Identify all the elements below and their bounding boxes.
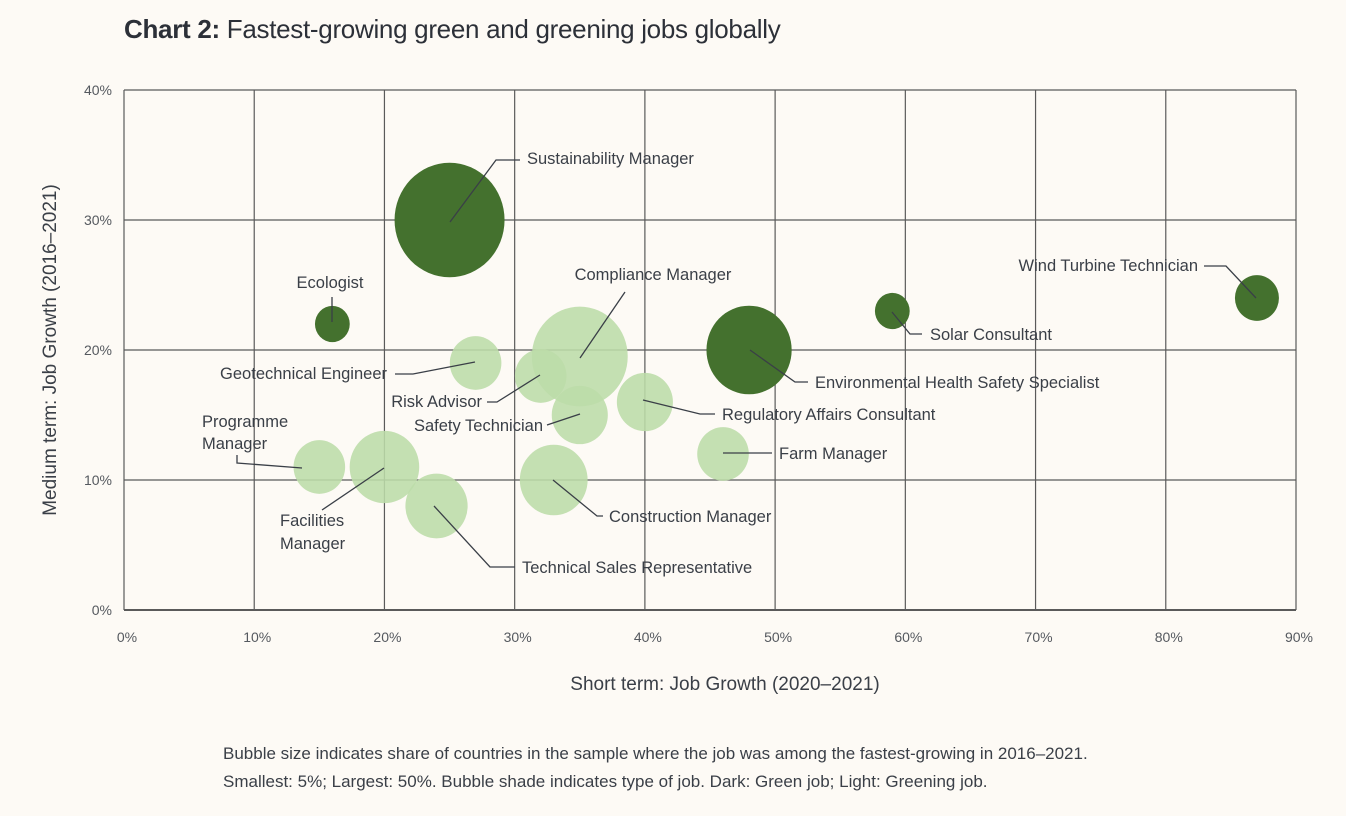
bubble-label: Compliance Manager	[575, 266, 732, 284]
y-tick-label: 20%	[84, 342, 112, 358]
chart-title: Chart 2: Fastest-growing green and green…	[124, 14, 781, 45]
bubble-risk-advisor	[514, 349, 567, 403]
footnote-line: Bubble size indicates share of countries…	[223, 744, 1088, 763]
bubble-label: Manager	[202, 435, 268, 453]
bubble-safety-technician	[551, 385, 608, 445]
x-tick-label: 80%	[1155, 629, 1183, 645]
leader-line	[487, 374, 541, 403]
x-tick-label: 60%	[894, 629, 922, 645]
x-tick-label: 50%	[764, 629, 792, 645]
bubble-label: Farm Manager	[779, 445, 888, 463]
x-tick-label: 10%	[243, 629, 271, 645]
bubble-label: Construction Manager	[609, 508, 772, 526]
bubble-label: Wind Turbine Technician	[1019, 257, 1198, 275]
chart-footnote: Bubble size indicates share of countries…	[223, 740, 1088, 796]
x-tick-label: 90%	[1285, 629, 1313, 645]
leader-line	[552, 479, 603, 517]
y-tick-label: 0%	[92, 602, 112, 618]
bubble-farm-manager	[697, 427, 749, 481]
leader-line	[1204, 265, 1257, 299]
bubble-facilities-manager	[349, 430, 420, 504]
leader-line	[642, 399, 715, 415]
bubble-label: Technical Sales Representative	[522, 559, 752, 577]
y-axis-label: Medium term: Job Growth (2016–2021)	[40, 184, 61, 516]
bubble-ecologist	[314, 305, 350, 343]
chart-title-prefix: Chart 2:	[124, 14, 220, 44]
x-tick-label: 0%	[117, 629, 137, 645]
bubble-label: Facilities	[280, 512, 344, 530]
x-tick-label: 40%	[634, 629, 662, 645]
y-tick-label: 30%	[84, 212, 112, 228]
leader-line	[449, 159, 520, 223]
footnote-line: Smallest: 5%; Largest: 50%. Bubble shade…	[223, 772, 988, 791]
bubble-programme-manager	[293, 440, 346, 494]
bubble-label: Risk Advisor	[391, 393, 482, 411]
leader-line	[321, 467, 385, 511]
bubble-technical-sales-representative	[405, 473, 468, 539]
leader-line	[236, 455, 303, 469]
x-tick-label: 70%	[1025, 629, 1053, 645]
bubble-solar-consultant	[874, 292, 910, 330]
leader-line	[433, 505, 515, 568]
leader-line	[891, 311, 922, 335]
x-axis-label: Short term: Job Growth (2020–2021)	[570, 674, 879, 695]
bubble-label: Sustainability Manager	[527, 150, 694, 168]
x-tick-label: 20%	[373, 629, 401, 645]
leader-line	[749, 349, 808, 383]
y-tick-label: 10%	[84, 472, 112, 488]
x-tick-label: 30%	[504, 629, 532, 645]
bubble-label: Geotechnical Engineer	[220, 365, 387, 383]
bubble-label: Ecologist	[297, 274, 364, 292]
leader-line	[395, 361, 476, 375]
leader-line	[546, 413, 581, 426]
leader-line	[579, 291, 626, 359]
bubble-label: Programme	[202, 413, 288, 431]
bubble-label: Safety Technician	[414, 417, 543, 435]
bubble-label: Manager	[280, 535, 346, 553]
chart-title-text: Fastest-growing green and greening jobs …	[226, 14, 781, 44]
bubble-sustainability-manager	[394, 162, 505, 278]
bubble-label: Solar Consultant	[930, 326, 1052, 344]
bubble-label: Environmental Health Safety Specialist	[815, 374, 1100, 392]
bubble-geotechnical-engineer	[449, 336, 502, 390]
bubble-environmental-health-safety-specialist	[706, 305, 792, 395]
y-tick-label: 40%	[84, 82, 112, 98]
bubble-regulatory-affairs-consultant	[616, 372, 673, 432]
bubble-label: Regulatory Affairs Consultant	[722, 406, 936, 424]
